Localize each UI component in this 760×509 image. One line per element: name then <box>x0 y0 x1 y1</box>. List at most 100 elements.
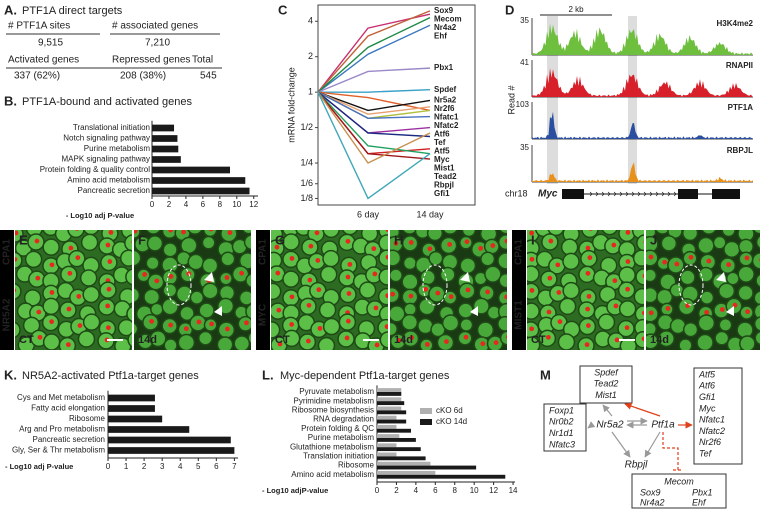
highlight <box>628 16 637 184</box>
nucleus <box>275 270 281 276</box>
x-tick-label: 7 <box>232 462 237 471</box>
nucleus <box>641 310 644 316</box>
nucleus <box>548 238 554 244</box>
nucleus <box>374 342 380 348</box>
track-name: H3K4me2 <box>717 19 754 28</box>
nucleus <box>614 337 620 343</box>
x-tick-label: 4 <box>178 462 183 471</box>
cell <box>480 251 496 267</box>
nucleus <box>75 230 79 231</box>
nucleus <box>196 319 202 325</box>
gene-name: Mecom <box>664 476 694 486</box>
nucleus <box>385 254 388 260</box>
micrograph <box>134 223 251 350</box>
track-max: 103 <box>516 100 530 109</box>
cell <box>402 256 418 271</box>
nucleus <box>49 290 55 295</box>
y-tick-label: Protein folding & QC <box>301 424 374 433</box>
nucleus <box>306 302 312 308</box>
cell <box>426 230 444 242</box>
nucleus <box>15 288 17 293</box>
nucleus <box>373 305 379 311</box>
cell <box>15 321 21 339</box>
cell <box>146 235 164 252</box>
nucleus <box>385 230 388 232</box>
x-tick-label: 0 <box>375 486 380 495</box>
cell <box>752 230 760 235</box>
nucleus <box>585 323 591 328</box>
strand-arrow <box>655 191 659 197</box>
y-axis-label: Read # <box>506 85 516 114</box>
panel-label: A. <box>4 2 17 17</box>
x-tick-label: 1 <box>124 462 129 471</box>
series-line <box>317 91 431 155</box>
legend-label: cKO 6d <box>436 406 463 415</box>
gene-box <box>579 365 633 404</box>
bar <box>377 465 477 470</box>
cell <box>22 316 41 335</box>
cell <box>753 290 760 306</box>
nucleus <box>224 275 230 280</box>
nucleus <box>611 242 617 248</box>
nucleus <box>108 230 114 235</box>
cell <box>162 282 178 298</box>
legend-label: Pbx1 <box>434 63 454 72</box>
cell <box>125 268 132 286</box>
cell <box>247 331 251 345</box>
nucleus <box>745 309 751 315</box>
strand-arrow <box>661 191 665 197</box>
cell <box>198 302 215 319</box>
cell <box>635 268 644 286</box>
cell <box>143 288 161 306</box>
x-tick-label: 6 day <box>357 209 380 219</box>
gene-exon <box>678 189 698 199</box>
nucleus <box>152 223 157 228</box>
nucleus <box>68 245 74 251</box>
cell <box>430 321 446 338</box>
bar <box>377 474 506 479</box>
bar <box>152 135 178 142</box>
nucleus <box>557 319 563 325</box>
nucleus <box>585 306 591 312</box>
track-max: 35 <box>520 143 529 152</box>
cell <box>401 230 418 235</box>
series-line <box>318 88 431 93</box>
bar <box>377 406 402 411</box>
nucleus <box>589 230 593 231</box>
y-tick-label: 4 <box>308 16 313 26</box>
nucleus <box>224 326 230 332</box>
cell <box>134 322 139 336</box>
x-axis-label: - Log10 adj P-value <box>5 462 73 471</box>
bar <box>152 145 179 153</box>
bar <box>377 438 416 442</box>
nucleus <box>384 324 388 330</box>
legend-label: Spdef <box>434 85 457 94</box>
nucleus <box>227 230 233 236</box>
table-cell: 9,515 <box>38 38 63 49</box>
series-line <box>317 91 431 138</box>
table-cell: 545 <box>200 71 217 82</box>
y-tick-label: Purine metabolism <box>308 433 375 442</box>
gene-name: Atf6 <box>698 381 715 391</box>
arrowhead <box>460 272 478 316</box>
nucleus <box>105 325 111 331</box>
arrowhead <box>204 272 222 316</box>
stain-label: NR5A2 <box>2 298 13 331</box>
bar <box>377 443 397 448</box>
cell <box>459 318 474 332</box>
legend-swatch <box>420 419 432 425</box>
legend-label: Sox9 <box>434 6 454 15</box>
nucleus <box>624 325 630 331</box>
x-tick-label: 14 <box>509 486 518 495</box>
gene-name: Myc <box>699 403 716 413</box>
gene-name: Atf5 <box>698 369 716 379</box>
nucleus <box>276 307 282 313</box>
x-tick-label: 4 <box>414 486 419 495</box>
cell <box>476 321 495 339</box>
cell <box>145 256 160 271</box>
legend-label: Rbpjl <box>434 181 454 190</box>
panel-label: E <box>19 232 28 247</box>
gene-name: Sox9 <box>640 487 661 497</box>
nucleus <box>277 341 283 347</box>
y-tick-label: Pancreatic secretion <box>33 435 105 444</box>
